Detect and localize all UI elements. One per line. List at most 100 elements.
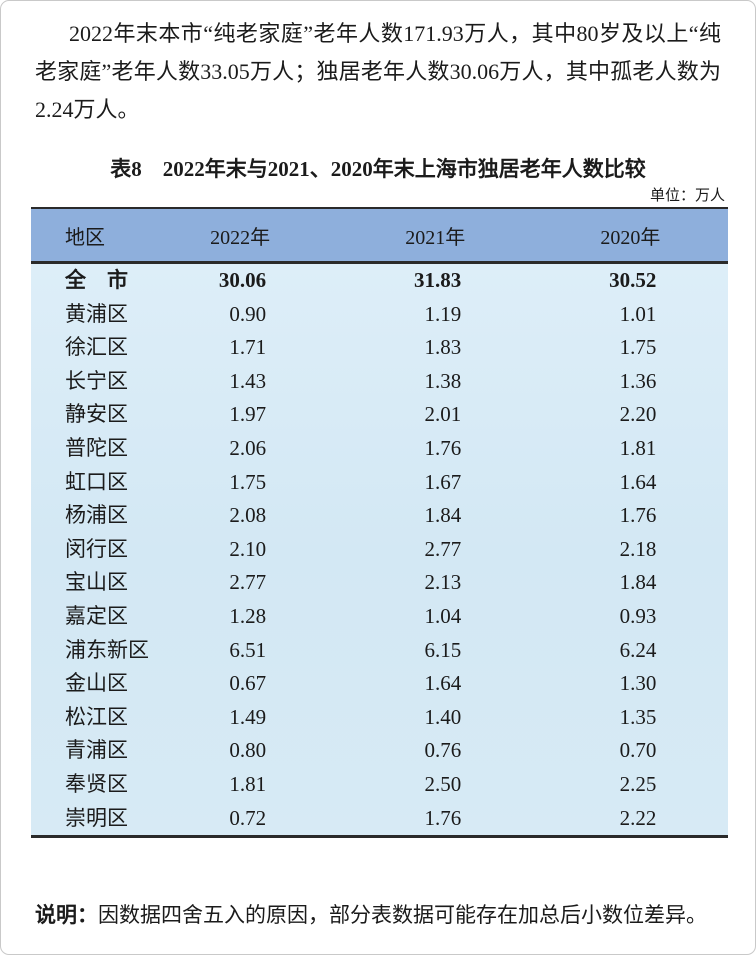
table-row: 嘉定区 1.28 1.04 0.93 (31, 600, 728, 634)
table-row: 全 市 30.06 31.83 30.52 (31, 263, 728, 298)
value: 0.70 (619, 738, 657, 763)
value: 2.77 (229, 570, 267, 595)
value: 0.93 (619, 603, 657, 628)
value-cell: 1.76 (338, 802, 533, 837)
value-cell: 1.40 (338, 701, 533, 735)
value-cell: 1.35 (533, 701, 728, 735)
table-title: 表8 2022年末与2021、2020年末上海市独居老年人数比较 (110, 157, 646, 181)
intro-paragraph: 2022年末本市“纯老家庭”老年人数171.93万人，其中80岁及以上“纯老家庭… (35, 21, 721, 122)
value-cell: 0.70 (533, 734, 728, 768)
value: 1.04 (424, 603, 462, 628)
region-cell: 金山区 (65, 671, 128, 696)
value-cell: 1.75 (143, 466, 338, 500)
value: 1.40 (424, 704, 462, 729)
value-cell: 1.43 (143, 365, 338, 399)
region-cell: 松江区 (65, 704, 128, 729)
value-cell: 2.50 (338, 768, 533, 802)
value: 1.83 (424, 335, 462, 360)
value: 1.97 (229, 402, 267, 427)
table-row: 黄浦区 0.90 1.19 1.01 (31, 298, 728, 332)
table-row: 长宁区 1.43 1.38 1.36 (31, 365, 728, 399)
value-cell: 1.01 (533, 298, 728, 332)
value: 1.64 (424, 671, 462, 696)
value: 1.38 (424, 368, 462, 393)
value: 1.36 (619, 368, 657, 393)
value-cell: 1.71 (143, 331, 338, 365)
value: 2.08 (229, 503, 267, 528)
value-cell: 2.08 (143, 499, 338, 533)
value-cell: 2.06 (143, 432, 338, 466)
table-row: 金山区 0.67 1.64 1.30 (31, 667, 728, 701)
value: 1.35 (619, 704, 657, 729)
value-cell: 2.77 (338, 533, 533, 567)
value: 1.71 (229, 335, 267, 360)
value-cell: 6.24 (533, 634, 728, 668)
table-row: 青浦区 0.80 0.76 0.70 (31, 734, 728, 768)
table-row: 静安区 1.97 2.01 2.20 (31, 398, 728, 432)
value: 0.72 (229, 805, 267, 830)
region-cell: 普陀区 (65, 435, 128, 460)
value-cell: 1.81 (533, 432, 728, 466)
value: 2.20 (619, 402, 657, 427)
region-cell: 静安区 (65, 402, 128, 427)
table-row: 宝山区 2.77 2.13 1.84 (31, 566, 728, 600)
value-cell: 6.15 (338, 634, 533, 668)
table-row: 松江区 1.49 1.40 1.35 (31, 701, 728, 735)
value-cell: 0.76 (338, 734, 533, 768)
value: 0.90 (229, 301, 267, 326)
region-cell: 宝山区 (65, 570, 128, 595)
value-cell: 1.04 (338, 600, 533, 634)
table-header-row: 地区 2022年 2021年 2020年 (31, 208, 728, 264)
table-note: 说明：因数据四舍五入的原因，部分表数据可能存在加总后小数位差异。 (35, 900, 721, 930)
value: 1.01 (619, 301, 657, 326)
value: 1.81 (619, 435, 657, 460)
value: 2.13 (424, 570, 462, 595)
note-text: 因数据四舍五入的原因，部分表数据可能存在加总后小数位差异。 (98, 903, 707, 928)
value: 2.01 (424, 402, 462, 427)
value-cell: 1.19 (338, 298, 533, 332)
value-cell: 2.18 (533, 533, 728, 567)
value: 1.76 (424, 435, 462, 460)
value-cell: 30.06 (143, 263, 338, 298)
value-cell: 2.10 (143, 533, 338, 567)
value-cell: 0.67 (143, 667, 338, 701)
column-header-2021: 2021年 (337, 208, 533, 264)
value: 1.43 (229, 368, 267, 393)
table-row: 闵行区 2.10 2.77 2.18 (31, 533, 728, 567)
value-cell: 30.52 (533, 263, 728, 298)
region-cell: 全 市 (65, 268, 128, 292)
value-cell: 1.64 (533, 466, 728, 500)
value: 1.76 (619, 503, 657, 528)
value-cell: 0.72 (143, 802, 338, 837)
value: 1.84 (424, 503, 462, 528)
region-cell: 嘉定区 (65, 603, 128, 628)
value: 1.19 (424, 301, 462, 326)
value-cell: 1.84 (338, 499, 533, 533)
value: 6.24 (619, 637, 657, 662)
column-header-2020: 2020年 (532, 208, 728, 264)
value: 2.22 (619, 805, 657, 830)
column-header-2022: 2022年 (142, 208, 338, 264)
value-cell: 1.30 (533, 667, 728, 701)
value: 1.75 (229, 469, 267, 494)
region-cell: 长宁区 (65, 368, 128, 393)
value-cell: 1.36 (533, 365, 728, 399)
value: 1.64 (619, 469, 657, 494)
value: 2.10 (229, 536, 267, 561)
value-cell: 2.77 (143, 566, 338, 600)
value: 6.15 (424, 637, 462, 662)
value-cell: 1.28 (143, 600, 338, 634)
district-table: 地区 2022年 2021年 2020年 全 市 30.06 31.83 30.52 黄… (31, 207, 728, 839)
region-cell: 崇明区 (65, 805, 128, 830)
table-row: 徐汇区 1.71 1.83 1.75 (31, 331, 728, 365)
value-cell: 1.97 (143, 398, 338, 432)
table-row: 崇明区 0.72 1.76 2.22 (31, 802, 728, 837)
table-row: 浦东新区 6.51 6.15 6.24 (31, 634, 728, 668)
value: 31.83 (414, 268, 462, 292)
value-cell: 1.64 (338, 667, 533, 701)
value: 1.30 (619, 671, 657, 696)
value: 2.25 (619, 771, 657, 796)
value-cell: 6.51 (143, 634, 338, 668)
value: 1.76 (424, 805, 462, 830)
